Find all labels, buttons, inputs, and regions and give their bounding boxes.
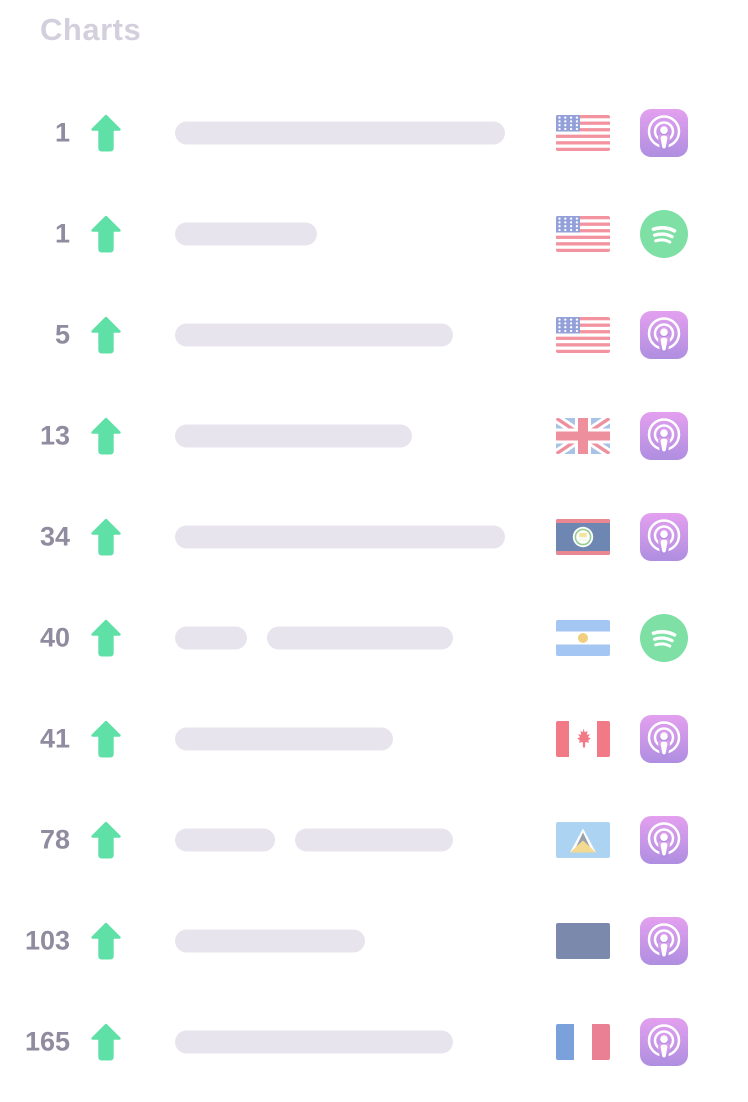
flag-gb-icon bbox=[556, 417, 610, 454]
rank-up-arrow-icon bbox=[91, 619, 121, 656]
flag-lc-icon bbox=[556, 821, 610, 858]
chart-row[interactable]: 41 bbox=[0, 688, 748, 789]
apple-podcasts-icon[interactable] bbox=[640, 1017, 688, 1066]
redacted-title-bars bbox=[175, 626, 453, 649]
rank-up-arrow-icon bbox=[91, 316, 121, 353]
redacted-title-bars bbox=[175, 727, 393, 750]
chart-rank: 1 bbox=[54, 117, 70, 147]
chart-rank: 78 bbox=[39, 824, 70, 854]
chart-row[interactable]: 13 bbox=[0, 385, 748, 486]
redacted-title-bars bbox=[175, 525, 505, 548]
flag-bz-icon bbox=[556, 518, 610, 555]
apple-podcasts-icon[interactable] bbox=[640, 815, 688, 864]
apple-podcasts-icon[interactable] bbox=[640, 108, 688, 157]
redacted-title-bars bbox=[175, 424, 412, 447]
rank-up-arrow-icon bbox=[91, 114, 121, 151]
flag-unknown-icon bbox=[556, 922, 610, 959]
apple-podcasts-icon[interactable] bbox=[640, 714, 688, 763]
chart-row[interactable]: 78 bbox=[0, 789, 748, 890]
rank-up-arrow-icon bbox=[91, 1023, 121, 1060]
rank-up-arrow-icon bbox=[91, 821, 121, 858]
chart-row[interactable]: 40 bbox=[0, 587, 748, 688]
chart-row[interactable]: 5 bbox=[0, 284, 748, 385]
chart-rank: 40 bbox=[39, 622, 70, 652]
chart-rank: 165 bbox=[24, 1026, 70, 1056]
redacted-title-bars bbox=[175, 929, 365, 952]
flag-ca-icon bbox=[556, 720, 610, 757]
rank-up-arrow-icon bbox=[91, 720, 121, 757]
redacted-text-bar bbox=[175, 626, 247, 649]
redacted-text-bar bbox=[295, 828, 453, 851]
redacted-text-bar bbox=[175, 727, 393, 750]
rank-up-arrow-icon bbox=[91, 922, 121, 959]
flag-ar-icon bbox=[556, 619, 610, 656]
redacted-text-bar bbox=[175, 222, 317, 245]
chart-rank: 5 bbox=[54, 319, 70, 349]
redacted-text-bar bbox=[175, 121, 505, 144]
flag-us-icon bbox=[556, 215, 610, 252]
chart-row[interactable]: 103 bbox=[0, 890, 748, 991]
redacted-text-bar bbox=[175, 1030, 453, 1053]
flag-us-icon bbox=[556, 114, 610, 151]
flag-us-icon bbox=[556, 316, 610, 353]
chart-rank: 1 bbox=[54, 218, 70, 248]
redacted-title-bars bbox=[175, 1030, 453, 1053]
flag-fr-icon bbox=[556, 1023, 610, 1060]
redacted-title-bars bbox=[175, 828, 453, 851]
chart-rank: 13 bbox=[39, 420, 70, 450]
redacted-text-bar bbox=[175, 828, 275, 851]
chart-row[interactable]: 34 bbox=[0, 486, 748, 587]
redacted-text-bar bbox=[175, 929, 365, 952]
redacted-title-bars bbox=[175, 323, 453, 346]
redacted-text-bar bbox=[175, 323, 453, 346]
redacted-text-bar bbox=[175, 525, 505, 548]
apple-podcasts-icon[interactable] bbox=[640, 916, 688, 965]
chart-rank: 103 bbox=[24, 925, 70, 955]
apple-podcasts-icon[interactable] bbox=[640, 512, 688, 561]
chart-row[interactable]: 1 bbox=[0, 82, 748, 183]
redacted-text-bar bbox=[267, 626, 453, 649]
apple-podcasts-icon[interactable] bbox=[640, 411, 688, 460]
chart-rank: 34 bbox=[39, 521, 70, 551]
redacted-title-bars bbox=[175, 121, 505, 144]
redacted-title-bars bbox=[175, 222, 317, 245]
rank-up-arrow-icon bbox=[91, 518, 121, 555]
redacted-text-bar bbox=[175, 424, 412, 447]
rank-up-arrow-icon bbox=[91, 215, 121, 252]
chart-row[interactable]: 1 bbox=[0, 183, 748, 284]
rank-up-arrow-icon bbox=[91, 417, 121, 454]
chart-list: 1 1 5 13 bbox=[0, 82, 748, 1092]
spotify-icon[interactable] bbox=[640, 209, 688, 258]
spotify-icon[interactable] bbox=[640, 613, 688, 662]
page-title: Charts bbox=[40, 12, 142, 47]
chart-rank: 41 bbox=[39, 723, 70, 753]
apple-podcasts-icon[interactable] bbox=[640, 310, 688, 359]
chart-row[interactable]: 165 bbox=[0, 991, 748, 1092]
